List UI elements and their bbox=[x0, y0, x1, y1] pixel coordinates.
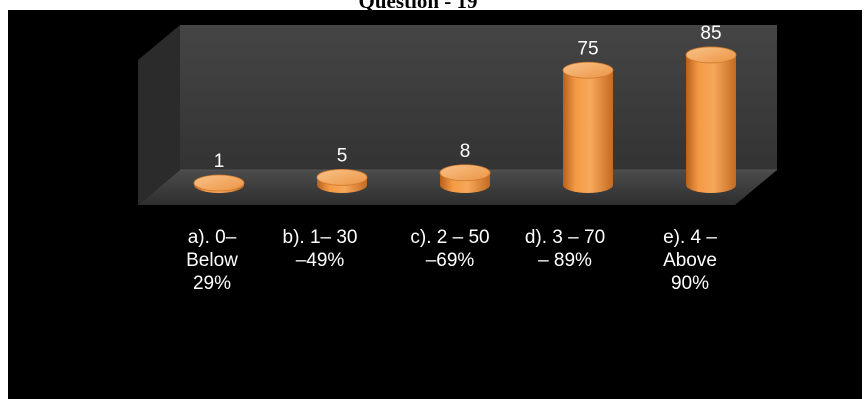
category-label-line: b). 1– 30 bbox=[282, 227, 358, 248]
category-label-line: 29% bbox=[192, 273, 232, 294]
category-label: c). 2 – 50 –69% bbox=[395, 226, 505, 272]
bar-top bbox=[439, 164, 491, 182]
category-label-line: e). 4 – bbox=[663, 227, 717, 248]
category-label-line: 90% bbox=[670, 273, 710, 294]
bar-cylinder bbox=[685, 46, 737, 194]
chart-back-wall bbox=[180, 25, 777, 170]
category-label: d). 3 – 70– 89% bbox=[510, 226, 620, 272]
category-label-line: c). 2 – 50 bbox=[410, 227, 490, 248]
category-label-line: a). 0– bbox=[187, 227, 237, 248]
bar-top bbox=[193, 174, 245, 192]
category-label-line: Below bbox=[186, 250, 238, 271]
bar-cylinder bbox=[562, 61, 614, 193]
category-label-line: –49% bbox=[295, 250, 345, 271]
category-label-line: –69% bbox=[425, 250, 475, 271]
category-label-line: – 89% bbox=[538, 250, 592, 271]
bar-cylinder bbox=[439, 164, 491, 193]
category-label-line: d). 3 – 70 bbox=[524, 227, 606, 248]
data-label: 1 bbox=[214, 151, 225, 172]
category-label: b). 1– 30 –49% bbox=[265, 226, 375, 272]
data-label: 75 bbox=[577, 38, 598, 59]
chart-side-wall bbox=[138, 25, 180, 205]
bar-cylinder bbox=[316, 168, 368, 193]
data-label: 8 bbox=[460, 141, 471, 162]
bar-top bbox=[316, 168, 368, 186]
bars-layer: 1 5 8 75 85 bbox=[193, 23, 737, 194]
bar-top bbox=[685, 46, 737, 64]
chart-title: Question - 19 bbox=[358, 0, 477, 13]
bar-body bbox=[686, 54, 736, 194]
category-label: e). 4 – Above 90% bbox=[635, 226, 745, 295]
bar-top bbox=[562, 61, 614, 79]
data-label: 85 bbox=[700, 23, 721, 44]
bar-cylinder bbox=[193, 174, 245, 193]
category-label-line: Above bbox=[663, 250, 717, 271]
data-label: 5 bbox=[337, 145, 348, 166]
bar-body bbox=[563, 70, 613, 193]
category-label: a). 0– Below 29% bbox=[157, 226, 267, 295]
